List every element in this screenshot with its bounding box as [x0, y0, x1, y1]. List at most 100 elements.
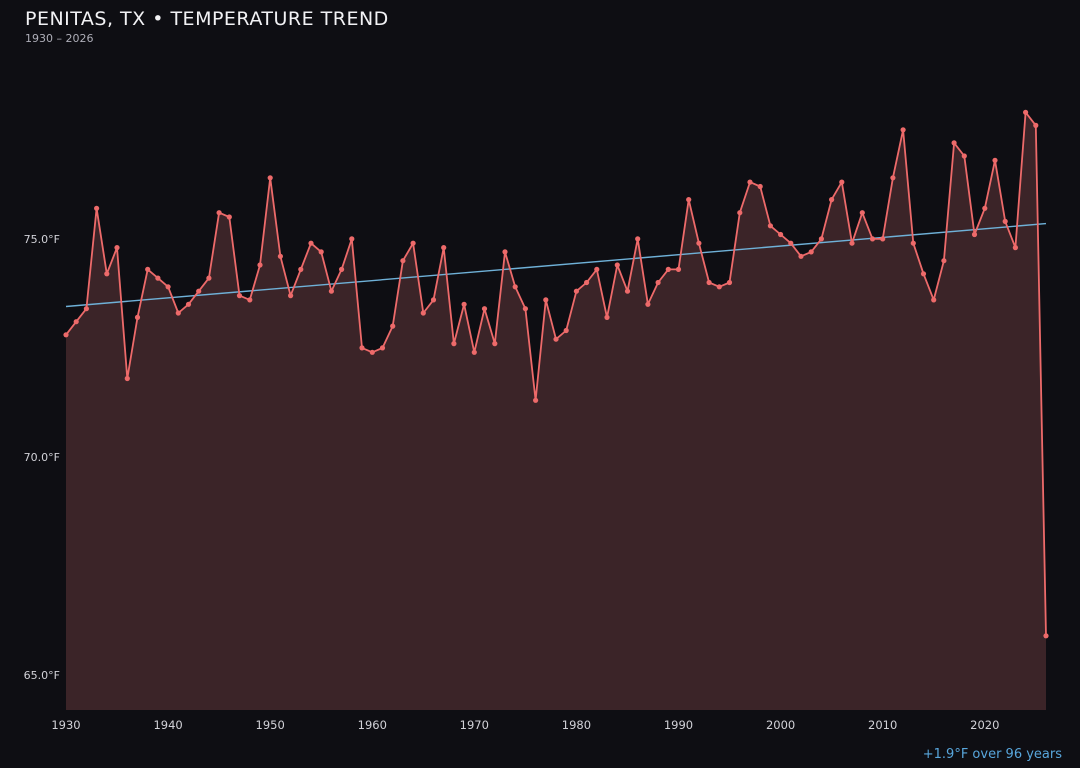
- data-point: [992, 157, 998, 163]
- data-point: [308, 240, 314, 246]
- x-tick-label: 1930: [51, 718, 80, 732]
- y-tick-label: 65.0°F: [24, 669, 60, 682]
- y-tick-label: 75.0°F: [24, 233, 60, 246]
- x-tick-label: 1970: [460, 718, 489, 732]
- data-point: [818, 236, 825, 242]
- data-point: [104, 271, 110, 277]
- data-point: [951, 140, 957, 146]
- data-point: [880, 236, 886, 242]
- data-point: [798, 253, 804, 259]
- data-point: [236, 293, 243, 299]
- data-point: [502, 249, 508, 255]
- data-point: [747, 179, 753, 185]
- trend-annotation: +1.9°F over 96 years: [922, 747, 1062, 762]
- data-point: [206, 275, 212, 281]
- data-point: [522, 306, 529, 312]
- data-point: [185, 301, 192, 307]
- data-point: [675, 266, 682, 272]
- data-point: [390, 323, 396, 329]
- data-point: [369, 349, 375, 355]
- data-point: [594, 266, 600, 272]
- chart-subtitle: 1930 – 2026: [25, 32, 94, 45]
- data-point: [614, 262, 620, 268]
- data-point: [931, 297, 937, 303]
- data-point: [63, 332, 69, 338]
- data-point: [706, 279, 712, 286]
- data-point: [83, 306, 89, 312]
- data-point: [910, 240, 916, 246]
- x-tick-label: 2010: [868, 718, 897, 732]
- data-point: [359, 345, 365, 351]
- data-point: [829, 197, 835, 203]
- data-point: [134, 314, 141, 320]
- data-point: [267, 175, 273, 181]
- data-point: [492, 341, 498, 347]
- data-point: [400, 258, 406, 264]
- data-point: [512, 284, 518, 290]
- data-point: [533, 397, 539, 403]
- data-point: [716, 284, 722, 290]
- data-point: [165, 284, 171, 290]
- data-point: [420, 310, 426, 316]
- data-point: [73, 319, 79, 325]
- data-point: [226, 214, 232, 220]
- data-point: [114, 245, 120, 251]
- data-point: [1023, 109, 1029, 115]
- x-tick-label: 1950: [256, 718, 285, 732]
- data-point: [737, 210, 743, 216]
- data-point: [277, 253, 283, 259]
- data-point: [481, 306, 488, 312]
- x-tick-label: 2020: [970, 718, 999, 732]
- data-point: [961, 153, 967, 159]
- x-tick-label: 1960: [358, 718, 387, 732]
- data-point: [339, 266, 345, 272]
- chart-header: PENITAS, TX • TEMPERATURE TREND 1930 – 2…: [25, 8, 389, 45]
- area-fill: [66, 112, 1046, 711]
- data-point: [849, 240, 855, 246]
- data-point: [553, 336, 559, 342]
- data-point: [145, 266, 151, 272]
- data-point: [471, 349, 477, 355]
- data-point: [788, 240, 794, 246]
- data-point: [1043, 633, 1049, 639]
- data-point: [584, 279, 590, 286]
- x-tick-label: 1980: [562, 718, 591, 732]
- data-point: [379, 345, 386, 351]
- data-point: [920, 271, 927, 277]
- data-point: [839, 179, 845, 185]
- data-point: [441, 245, 447, 251]
- data-point: [288, 293, 294, 299]
- data-point: [1033, 122, 1039, 128]
- data-point: [124, 375, 130, 382]
- data-point: [624, 288, 631, 294]
- data-point: [543, 297, 549, 303]
- data-point: [430, 297, 437, 303]
- data-point: [655, 279, 661, 286]
- data-point: [216, 210, 222, 216]
- data-point: [726, 279, 733, 286]
- data-point: [890, 175, 896, 181]
- data-point: [604, 314, 610, 320]
- data-point: [155, 275, 161, 281]
- data-point: [175, 310, 181, 316]
- chart-title: PENITAS, TX • TEMPERATURE TREND: [25, 8, 389, 30]
- data-point: [665, 266, 671, 272]
- data-point: [971, 231, 978, 238]
- data-point: [635, 236, 641, 242]
- data-point: [645, 301, 651, 307]
- data-point: [328, 288, 334, 294]
- data-point: [461, 301, 467, 307]
- data-point: [573, 288, 580, 294]
- x-tick-label: 2000: [766, 718, 795, 732]
- data-point: [318, 249, 324, 255]
- data-point: [869, 236, 876, 242]
- y-tick-label: 70.0°F: [24, 451, 60, 464]
- data-point: [900, 127, 906, 133]
- data-point: [982, 205, 988, 211]
- data-point: [757, 183, 763, 190]
- data-point: [778, 231, 784, 238]
- data-point: [686, 197, 692, 203]
- data-point: [941, 258, 947, 264]
